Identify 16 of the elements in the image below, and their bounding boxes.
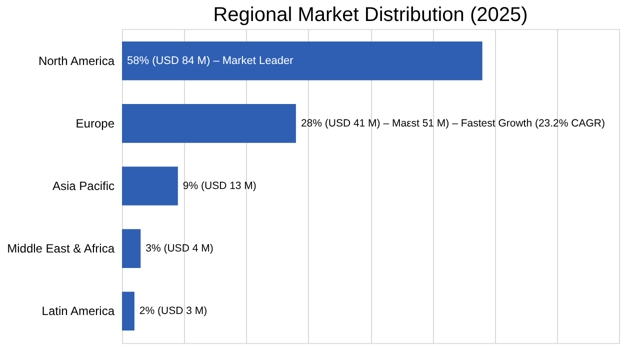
y-tick-label: North America	[38, 54, 115, 68]
bar	[122, 42, 482, 80]
bar	[122, 229, 141, 268]
data-label: 28% (USD 41 M) – Maεst 51 M) – Fastest Growth (23.2% CAGR)	[300, 117, 605, 130]
chart-title: Regional Market Distribution (2025)	[213, 4, 528, 26]
bar	[122, 166, 178, 206]
y-tick-label: Asia Pacific	[52, 179, 114, 193]
bar	[122, 104, 296, 143]
data-label: 58% (USD 84 M) – Market Leader	[127, 54, 294, 67]
data-label: 2% (USD 3 M)	[139, 305, 208, 318]
y-tick-label: Europe	[76, 116, 115, 130]
y-tick-label: Latin America	[42, 304, 115, 318]
y-tick-label: Middle East & Africa	[7, 242, 115, 256]
bar	[122, 292, 134, 330]
data-label: 9% (USD 13 M)	[182, 180, 256, 192]
data-label: 3% (USD 4 M)	[146, 242, 214, 255]
